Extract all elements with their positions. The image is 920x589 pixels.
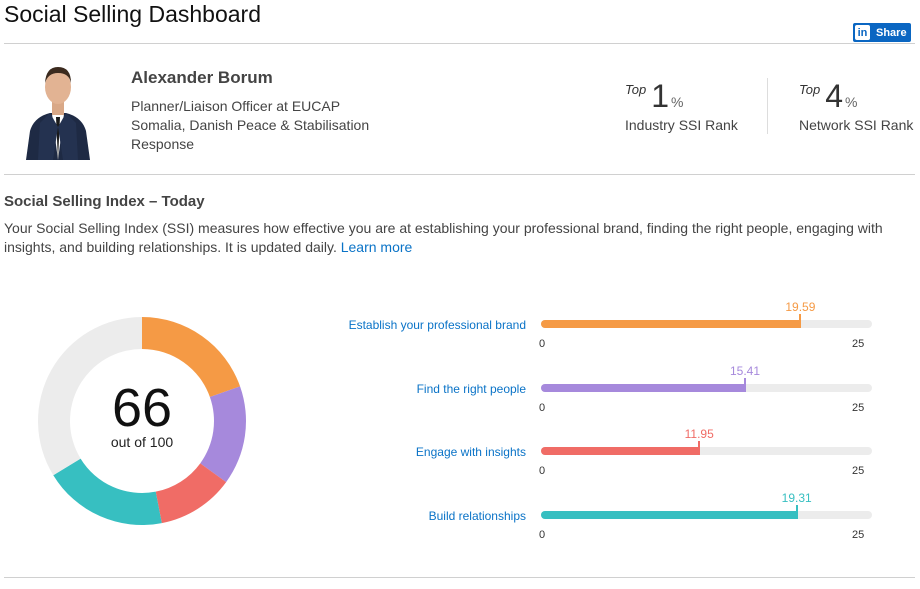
network-rank-unit: % <box>845 94 858 110</box>
metric-axis-min-1: 0 <box>539 338 546 350</box>
ssi-description-text: Your Social Selling Index (SSI) measures… <box>4 220 883 255</box>
ssi-score: 66 out of 100 <box>36 380 248 450</box>
metric-track-4 <box>541 505 872 519</box>
metric-axis-max-2: 25 <box>852 402 865 414</box>
industry-rank: Top 1 % Industry SSI Rank <box>625 78 738 133</box>
ssi-donut-chart <box>37 317 247 525</box>
network-rank-label: Network SSI Rank <box>799 117 914 133</box>
linkedin-icon: in <box>855 25 870 40</box>
donut-segment-1 <box>142 317 241 397</box>
footer-divider <box>4 577 915 578</box>
donut-segment-4 <box>53 458 162 525</box>
rank-divider <box>767 78 768 134</box>
header-divider <box>4 43 915 44</box>
metric-track-1 <box>541 314 872 328</box>
ssi-score-out-of: out of 100 <box>110 434 174 450</box>
profile-headline-line1: Planner/Liaison Officer at EUCAP <box>131 98 341 114</box>
profile-headline-line3: Response <box>131 136 195 152</box>
profile-headline: Planner/Liaison Officer at EUCAP Somalia… <box>131 97 391 154</box>
metric-value-1: 19.59 <box>785 300 816 314</box>
metric-axis-max-1: 25 <box>852 338 865 350</box>
metric-marker-3 <box>698 441 701 455</box>
industry-rank-label: Industry SSI Rank <box>625 117 738 133</box>
ssi-heading: Social Selling Index – Today <box>4 193 205 210</box>
metric-track-2 <box>541 378 872 392</box>
donut-segment-3 <box>155 463 227 524</box>
metric-label-2[interactable]: Find the right people <box>416 382 526 396</box>
metric-axis-min-2: 0 <box>539 402 546 414</box>
donut-segment-remaining <box>37 317 142 476</box>
metric-bar-1 <box>541 320 801 328</box>
profile-name: Alexander Borum <box>131 68 273 87</box>
metric-marker-1 <box>799 314 802 328</box>
metric-axis-max-3: 25 <box>852 465 865 477</box>
metric-bar-2 <box>541 384 746 392</box>
metric-axis-min-3: 0 <box>539 465 546 477</box>
metric-value-3: 11.95 <box>684 427 714 441</box>
metric-label-3[interactable]: Engage with insights <box>415 445 526 459</box>
metric-label-4[interactable]: Build relationships <box>428 509 526 523</box>
donut-segment-2 <box>200 386 247 483</box>
industry-rank-value: 1 <box>651 78 670 114</box>
metric-axis-min-4: 0 <box>539 529 546 541</box>
metric-label-1[interactable]: Establish your professional brand <box>348 318 526 332</box>
avatar <box>24 61 92 160</box>
metric-track-3 <box>541 441 872 455</box>
metric-axis-max-4: 25 <box>852 529 865 541</box>
page-title: Social Selling Dashboard <box>4 1 261 27</box>
linkedin-share-button[interactable]: in Share <box>853 23 911 42</box>
network-rank-value: 4 <box>825 78 844 114</box>
industry-rank-prefix: Top <box>625 82 647 97</box>
metric-marker-2 <box>744 378 747 392</box>
metric-value-2: 15.41 <box>730 364 761 378</box>
share-label: Share <box>876 26 907 39</box>
metric-bar-3 <box>541 447 700 455</box>
network-rank: Top 4 % Network SSI Rank <box>799 78 913 133</box>
network-rank-prefix: Top <box>799 82 821 97</box>
metric-marker-4 <box>795 505 798 519</box>
industry-rank-unit: % <box>671 94 684 110</box>
profile-divider <box>4 174 915 175</box>
metric-value-4: 19.31 <box>781 491 812 505</box>
ssi-score-value: 66 <box>111 378 173 438</box>
profile-headline-line2: Somalia, Danish Peace & Stabilisation <box>131 117 370 133</box>
ssi-description: Your Social Selling Index (SSI) measures… <box>4 219 904 257</box>
learn-more-link[interactable]: Learn more <box>340 239 413 255</box>
metric-bar-4 <box>541 511 797 519</box>
